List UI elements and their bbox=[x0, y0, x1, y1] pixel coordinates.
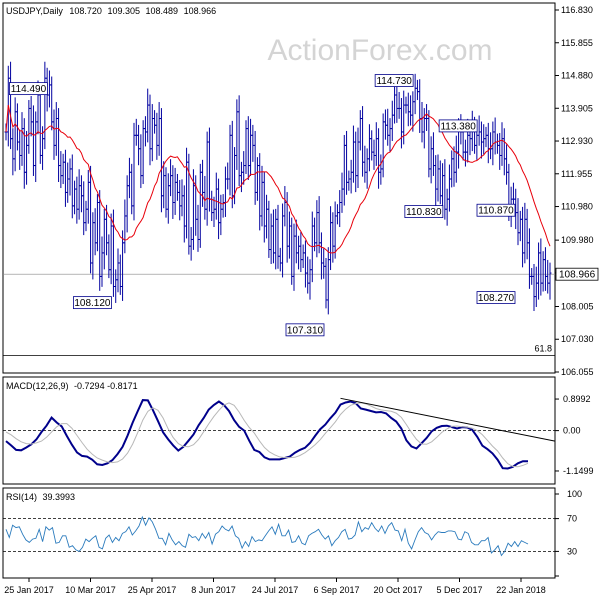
price-low: 108.489 bbox=[146, 6, 179, 16]
price-annotation-box bbox=[404, 205, 444, 218]
macd-y-tick-label: 0.8992 bbox=[563, 394, 591, 404]
price-annotation: 110.830 bbox=[404, 205, 444, 218]
price-annotations: 114.490 108.120 107.310 114.730 110.830 113.3… bbox=[9, 74, 599, 337]
price-y-tick-label: 116.830 bbox=[561, 5, 593, 15]
rsi-title: RSI(14) 39.3993 bbox=[6, 492, 75, 502]
x-tick-label: 25 Jan 2017 bbox=[4, 585, 54, 595]
price-y-tick-label: 109.980 bbox=[561, 235, 594, 245]
price-title: USDJPY,Daily 108.720 109.305 108.489 108… bbox=[6, 6, 216, 16]
moving-average-line bbox=[5, 104, 551, 254]
macd-panel: 0.8992 0.00 -1.1499 MACD(12,26,9) -0.7294 … bbox=[2, 376, 594, 485]
x-tick-label: 25 Apr 2017 bbox=[128, 585, 177, 595]
rsi-y-tick-label: 100 bbox=[567, 489, 582, 499]
x-tick-label: 20 Oct 2017 bbox=[373, 585, 422, 595]
price-close: 108.966 bbox=[184, 6, 217, 16]
price-panel: ActionForex.com 116.830 115.855 114.880 113… bbox=[2, 2, 599, 377]
price-title-symbol: USDJPY,Daily bbox=[6, 6, 63, 16]
last-price-label: 108.966 bbox=[559, 270, 596, 281]
x-axis: 25 Jan 2017 10 Mar 2017 25 Apr 2017 8 Jun 2… bbox=[4, 578, 546, 595]
macd-title: MACD(12,26,9) -0.7294 -0.8171 bbox=[6, 381, 138, 391]
price-annotation: 114.490 bbox=[9, 82, 48, 96]
macd-y-tick-label: 0.00 bbox=[563, 426, 581, 436]
fib-label: 61.8 bbox=[534, 343, 552, 353]
price-annotation-label: 113.380 bbox=[440, 121, 476, 132]
price-annotation-box bbox=[476, 203, 516, 217]
price-annotation: 113.380 bbox=[438, 119, 478, 133]
price-y-tick-label: 114.880 bbox=[561, 71, 593, 81]
macd-line bbox=[5, 399, 528, 470]
price-open: 108.720 bbox=[69, 6, 102, 16]
price-axis: 116.830 115.855 114.880 113.905 112.930 111.9… bbox=[555, 5, 594, 377]
price-y-tick-label: 107.030 bbox=[561, 334, 594, 344]
price-annotation-label: 108.120 bbox=[74, 298, 111, 309]
macd-marks bbox=[5, 397, 556, 470]
price-bar bbox=[548, 262, 552, 300]
price-annotation-box bbox=[9, 82, 48, 96]
price-y-tick-label: 106.055 bbox=[561, 367, 594, 377]
rsi-y-tick-label: 30 bbox=[567, 546, 577, 556]
price-annotation: 108.270 bbox=[476, 291, 516, 304]
price-annotation-box bbox=[374, 74, 414, 87]
macd-axis: 0.8992 0.00 -1.1499 bbox=[3, 394, 594, 476]
price-y-tick-label: 112.930 bbox=[561, 136, 593, 146]
x-tick-label: 10 Mar 2017 bbox=[65, 585, 116, 595]
price-annotation-label: 114.490 bbox=[11, 84, 47, 95]
price-annotation: 110.870 bbox=[476, 203, 516, 217]
x-tick-label: 22 Jan 2018 bbox=[496, 585, 546, 595]
price-annotation-box bbox=[73, 296, 112, 310]
price-annotation: 114.730 bbox=[374, 74, 414, 87]
rsi-panel: 100 70 30 RSI(14) 39.3993 bbox=[2, 487, 582, 579]
x-tick-label: 6 Sep 2017 bbox=[313, 585, 359, 595]
price-y-tick-label: 111.955 bbox=[561, 169, 592, 179]
price-annotation-label: 110.870 bbox=[478, 206, 514, 217]
price-annotation-label: 110.830 bbox=[406, 207, 442, 218]
last-price-marker: 108.966 bbox=[555, 267, 599, 281]
price-annotation-box bbox=[285, 323, 325, 337]
price-y-tick-label: 115.855 bbox=[561, 38, 593, 48]
rsi-marks bbox=[5, 515, 529, 557]
watermark: ActionForex.com bbox=[267, 34, 492, 67]
macd-y-tick-label: -1.1499 bbox=[563, 466, 594, 476]
rsi-axis: 100 70 30 bbox=[3, 489, 582, 577]
last-price-box bbox=[555, 267, 599, 281]
macd-trendline bbox=[340, 397, 556, 442]
x-tick-label: 5 Dec 2017 bbox=[436, 585, 482, 595]
price-high: 109.305 bbox=[107, 6, 140, 16]
macd-signal-line bbox=[5, 402, 529, 468]
price-annotation: 108.120 bbox=[73, 296, 112, 310]
price-annotation-label: 114.730 bbox=[376, 76, 412, 87]
price-annotation-box bbox=[438, 119, 478, 133]
price-y-tick-label: 110.980 bbox=[561, 202, 593, 212]
price-y-tick-label: 113.905 bbox=[561, 103, 593, 113]
rsi-value: 39.3993 bbox=[43, 492, 76, 502]
rsi-panel-frame bbox=[2, 487, 556, 579]
rsi-title-label: RSI(14) bbox=[6, 492, 37, 502]
rsi-y-tick-label: 70 bbox=[567, 514, 577, 524]
price-annotation-label: 108.270 bbox=[478, 293, 515, 304]
price-y-tick-label: 108.005 bbox=[561, 301, 594, 311]
price-annotation: 107.310 bbox=[285, 323, 325, 337]
macd-title-label: MACD(12,26,9) bbox=[6, 381, 69, 391]
price-marks: 61.8 bbox=[3, 61, 555, 356]
x-tick-label: 8 Jun 2017 bbox=[191, 585, 236, 595]
macd-values: -0.7294 -0.8171 bbox=[74, 381, 138, 391]
rsi-line bbox=[5, 515, 529, 557]
x-tick-label: 24 Jul 2017 bbox=[252, 585, 299, 595]
price-annotation-label: 107.310 bbox=[287, 325, 324, 336]
price-annotation-box bbox=[476, 291, 516, 304]
